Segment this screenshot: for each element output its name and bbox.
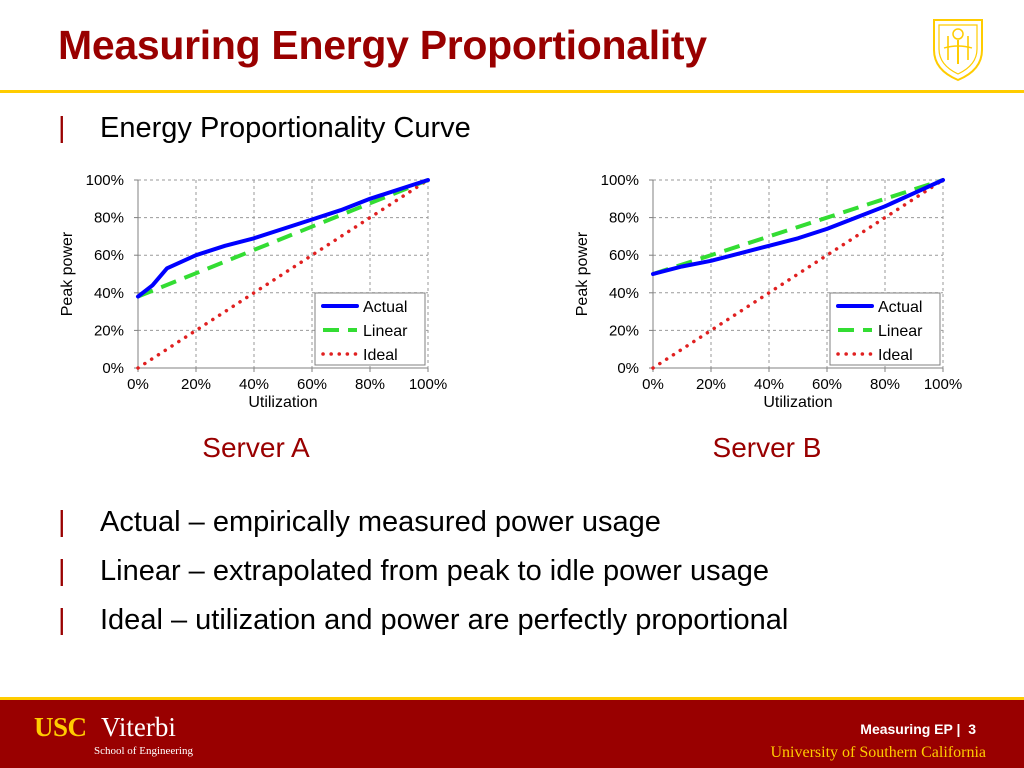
series-line-linear [137, 178, 429, 299]
y-tick-label: 60% [94, 247, 124, 264]
chart-server-b: 0% 20% 40% 60% 80% 100% 0% 20% 40% 60% 80% 100% Util… [574, 172, 962, 411]
y-tick-label: 0% [102, 360, 124, 377]
page-label: Measuring EP | [860, 721, 961, 737]
series-line-ideal [136, 178, 430, 370]
x-tick-label: 60% [812, 376, 842, 393]
legend-label-ideal: Ideal [878, 347, 913, 364]
x-axis-title: Utilization [248, 394, 317, 411]
bullet-marker: | [58, 555, 66, 587]
heading-bullet: | Energy Proportionality Curve [58, 112, 471, 145]
footer-bar [0, 700, 1024, 768]
y-tick-label: 60% [609, 247, 639, 264]
title-divider [0, 90, 1024, 93]
bullet-actual-text: Actual – empirically measured power usag… [100, 506, 661, 538]
x-tick-label: 40% [239, 376, 269, 393]
bullet-marker: | [58, 604, 66, 636]
server-b-label: Server B [712, 432, 822, 463]
page-number: 3 [968, 721, 976, 737]
footer-divider [0, 697, 1024, 700]
x-tick-label: 60% [297, 376, 327, 393]
bullet-marker: | [58, 112, 66, 144]
bullet-ideal-text: Ideal – utilization and power are perfec… [100, 604, 789, 636]
y-tick-label: 80% [609, 210, 639, 227]
school-of-engineering: School of Engineering [94, 745, 193, 757]
x-tick-label: 0% [127, 376, 149, 393]
x-tick-label: 100% [924, 376, 962, 393]
y-tick-label: 20% [609, 322, 639, 339]
y-tick-label: 40% [94, 285, 124, 302]
university-name: University of Southern California [770, 744, 986, 761]
y-axis-title: Peak power [574, 231, 591, 316]
bullet-linear-text: Linear – extrapolated from peak to idle … [100, 555, 770, 587]
page-indicator: Measuring EP | 3 [860, 721, 976, 737]
y-tick-label: 40% [609, 285, 639, 302]
server-a-label: Server A [202, 432, 310, 463]
bullet-linear: | Linear – extrapolated from peak to idle… [58, 555, 769, 588]
x-tick-label: 100% [409, 376, 447, 393]
legend-label-ideal: Ideal [363, 347, 398, 364]
y-tick-label: 0% [617, 360, 639, 377]
usc-logo-text: USC [34, 712, 87, 742]
y-axis-title: Peak power [59, 231, 76, 316]
x-tick-label: 80% [870, 376, 900, 393]
series-line-linear [652, 178, 944, 276]
y-tick-label: 80% [94, 210, 124, 227]
legend-label-linear: Linear [878, 323, 923, 340]
heading-bullet-text: Energy Proportionality Curve [100, 112, 471, 144]
legend-label-actual: Actual [878, 299, 922, 316]
bullet-ideal: | Ideal – utilization and power are perfe… [58, 604, 788, 637]
slide-title: Measuring Energy Proportionality [58, 22, 707, 68]
series-line-actual [651, 178, 945, 276]
x-tick-label: 40% [754, 376, 784, 393]
y-tick-label: 20% [94, 322, 124, 339]
x-tick-label: 20% [696, 376, 726, 393]
series-line-actual [136, 178, 430, 299]
chart-server-a: 0% 20% 40% 60% 80% 100% 0% 20% 40% 60% 80% 100% Util… [59, 172, 447, 411]
x-tick-label: 80% [355, 376, 385, 393]
y-tick-label: 100% [86, 172, 124, 189]
series-line-ideal [651, 178, 945, 370]
usc-seal-icon [933, 19, 983, 82]
bullet-actual: | Actual – empirically measured power usa… [58, 506, 661, 539]
x-tick-label: 20% [181, 376, 211, 393]
legend-label-actual: Actual [363, 299, 407, 316]
x-tick-label: 0% [642, 376, 664, 393]
legend-label-linear: Linear [363, 323, 408, 340]
bullet-marker: | [58, 506, 66, 538]
x-axis-title: Utilization [763, 394, 832, 411]
viterbi-logo-text: Viterbi [101, 712, 176, 742]
y-tick-label: 100% [601, 172, 639, 189]
